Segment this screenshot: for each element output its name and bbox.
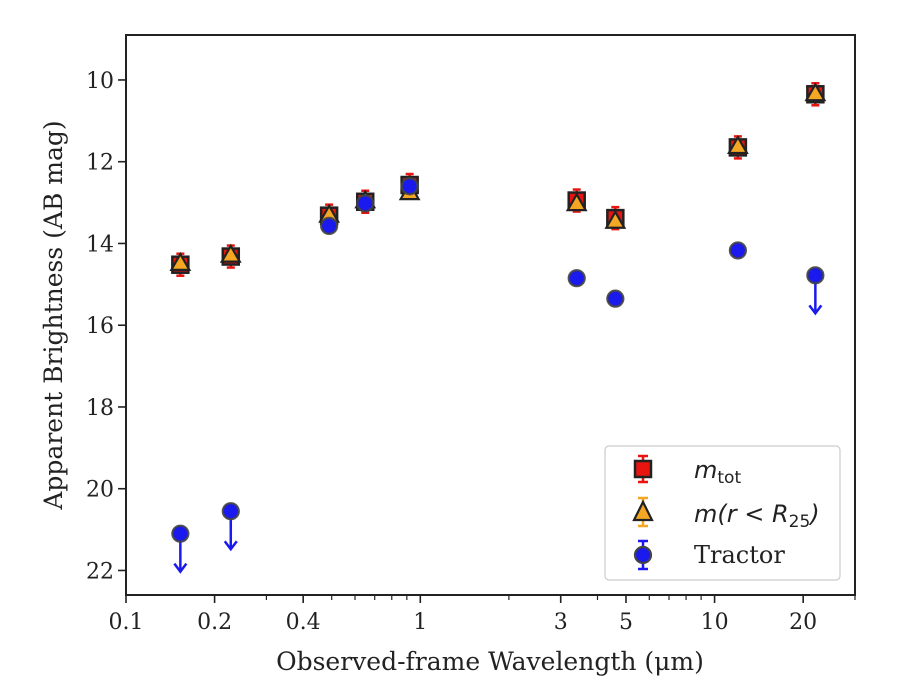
tractor-point xyxy=(171,524,190,543)
legend-handles xyxy=(632,454,654,571)
y-tick-label: 18 xyxy=(86,396,114,421)
y-tick-label: 20 xyxy=(86,478,114,503)
tractor-point xyxy=(728,241,747,260)
x-tick-label: 5 xyxy=(619,610,633,635)
x-tick-label: 0.1 xyxy=(109,610,144,635)
y-tick-label: 22 xyxy=(86,559,114,584)
tractor-point xyxy=(806,266,825,285)
y-axis: 10 12 14 16 18 20 22 xyxy=(86,69,126,584)
data-marks xyxy=(169,82,827,574)
x-axis: 0.1 0.2 0.4 1 3 5 10 20 xyxy=(109,595,856,635)
x-tick-label: 0.4 xyxy=(286,610,321,635)
legend: mtot m(r < R25) Tractor xyxy=(604,445,841,581)
legend-box xyxy=(604,445,841,581)
tractor-point xyxy=(320,216,339,235)
x-tick-label: 1 xyxy=(413,610,427,635)
y-tick-label: 10 xyxy=(86,69,114,94)
legend-handle-r25 xyxy=(632,499,654,522)
x-tick-label: 0.2 xyxy=(197,610,232,635)
y-tick-label: 14 xyxy=(86,232,114,257)
tractor-point xyxy=(606,289,625,308)
x-tick-label: 3 xyxy=(554,610,568,635)
r25-point xyxy=(219,243,242,263)
x-axis-label: Observed-frame Wavelength (μm) xyxy=(276,647,704,676)
x-tick-label: 20 xyxy=(789,610,817,635)
r25-point xyxy=(726,134,749,155)
y-tick-label: 16 xyxy=(86,314,114,339)
x-tick-label: 10 xyxy=(701,610,729,635)
upper-limit-arrowhead xyxy=(808,304,823,316)
tractor-point xyxy=(400,177,419,196)
upper-limit-arrowhead xyxy=(223,540,238,552)
tractor-point xyxy=(221,502,240,521)
upper-limit-arrowhead xyxy=(173,562,188,574)
legend-handle-mtot xyxy=(633,459,653,479)
plot-frame xyxy=(125,34,856,596)
legend-handle-tractor xyxy=(633,545,653,565)
tractor-point xyxy=(356,194,375,213)
y-axis-label: Apparent Brightness (AB mag) xyxy=(39,120,68,510)
legend-label-mtot: mtot xyxy=(694,456,741,488)
legend-label-tractor: Tractor xyxy=(694,541,785,569)
r25-point xyxy=(565,192,588,212)
y-tick-label: 12 xyxy=(86,151,114,176)
tractor-point xyxy=(567,269,586,288)
r25-point xyxy=(604,209,627,229)
r25-point xyxy=(169,251,192,271)
r25-point xyxy=(804,82,827,102)
legend-label-m-r25: m(r < R25) xyxy=(694,500,820,532)
